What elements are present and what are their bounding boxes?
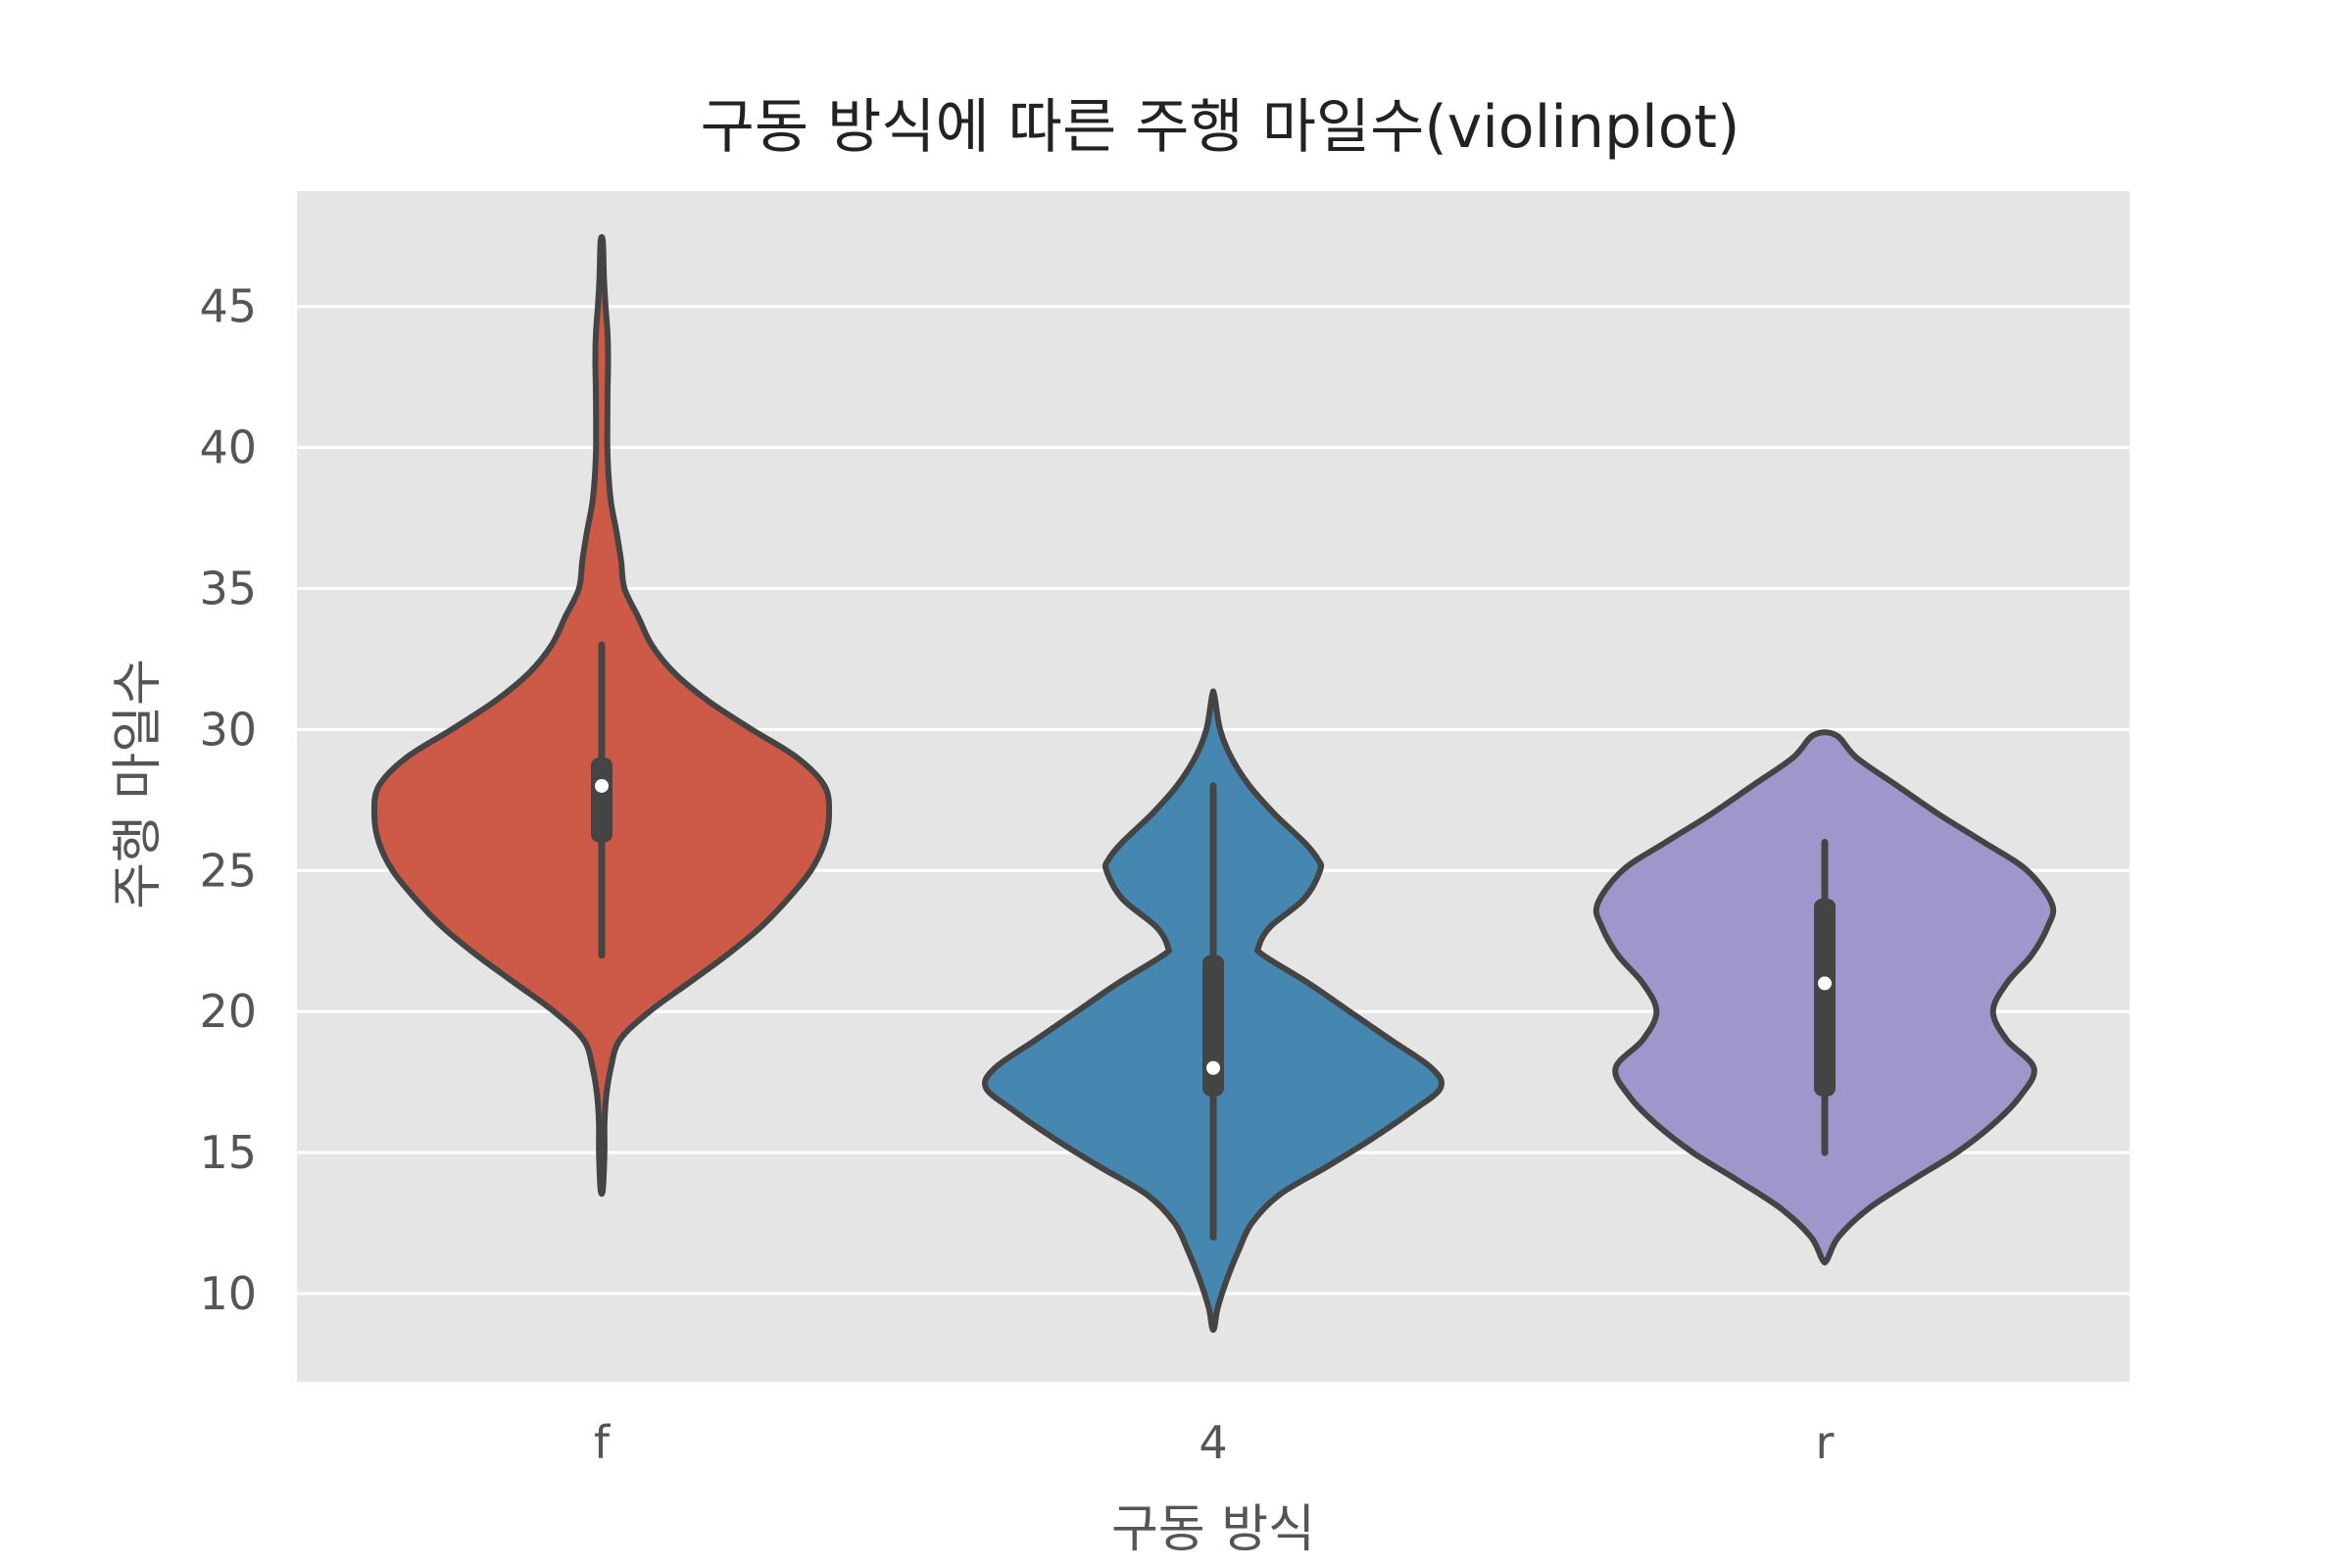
violin-iqr-box bbox=[1814, 899, 1836, 1097]
y-tick-label: 45 bbox=[199, 280, 257, 333]
y-axis-ticks: 10 15 20 25 30 35 40 45 bbox=[199, 280, 257, 1320]
violin-median-point bbox=[595, 778, 609, 793]
y-tick-label: 25 bbox=[199, 844, 257, 897]
violins bbox=[370, 233, 2057, 1334]
x-axis-ticks: f 4 r bbox=[594, 1416, 1835, 1469]
y-tick-label: 15 bbox=[199, 1126, 257, 1179]
y-tick-label: 10 bbox=[199, 1267, 257, 1320]
violin-f bbox=[370, 233, 833, 1198]
y-tick-label: 30 bbox=[199, 703, 257, 756]
y-axis-label: 주행 마일수 bbox=[109, 659, 168, 909]
y-tick-label: 20 bbox=[199, 985, 257, 1038]
x-axis-label: 구동 방식 bbox=[1111, 1500, 1315, 1559]
violin-r bbox=[1592, 729, 2057, 1266]
x-tick-label: f bbox=[594, 1416, 612, 1469]
violin-iqr-box bbox=[1202, 955, 1224, 1097]
y-tick-label: 35 bbox=[199, 563, 257, 615]
violin-4wd bbox=[981, 688, 1446, 1334]
violin-iqr-box bbox=[591, 758, 612, 843]
violin-median-point bbox=[1206, 1060, 1220, 1075]
y-tick-label: 40 bbox=[199, 421, 257, 474]
chart-title: 구동 방식에 따른 주행 마일수(violinplot) bbox=[701, 93, 1740, 162]
x-tick-label: 4 bbox=[1199, 1416, 1227, 1469]
violin-median-point bbox=[1818, 976, 1832, 991]
x-tick-label: r bbox=[1816, 1416, 1835, 1469]
